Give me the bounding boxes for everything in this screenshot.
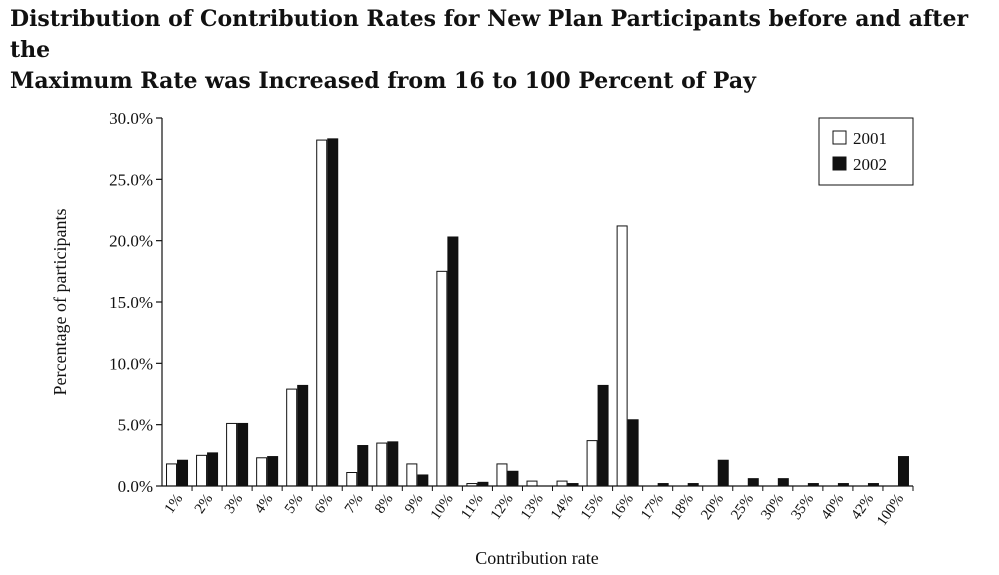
x-tick-label: 40% <box>818 491 847 523</box>
bar-2001-15pct <box>586 440 598 487</box>
y-tick-label: 0.0% <box>118 477 153 496</box>
chart-title: Distribution of Contribution Rates for N… <box>10 4 990 97</box>
x-tick-label: 13% <box>518 491 547 523</box>
bar-2001-6pct <box>316 139 328 487</box>
y-tick-label: 25.0% <box>109 170 153 189</box>
legend-label-2001: 2001 <box>853 129 887 148</box>
bar-2002-9pct <box>417 474 429 487</box>
bar-2002-25pct <box>747 478 759 487</box>
chart-title-line-1: Distribution of Contribution Rates for N… <box>10 6 969 63</box>
bar-2001-1pct <box>166 463 178 487</box>
bar-2002-2pct <box>207 452 219 487</box>
y-tick-label: 30.0% <box>109 109 153 128</box>
y-axis-label: Percentage of participants <box>50 209 70 396</box>
bar-2001-2pct <box>196 454 208 487</box>
bar-2002-16pct <box>627 419 639 487</box>
x-tick-label: 15% <box>578 491 607 523</box>
x-tick-label: 17% <box>638 491 667 523</box>
x-tick-label: 20% <box>698 491 727 523</box>
x-axis-ticks: 1% 2% 3% 4% 5% 6% 7% 8% 9% 10% 11% 12% 13% 14% 15% 16% 1… <box>162 486 914 529</box>
x-tick-label: 14% <box>548 491 577 523</box>
bar-2001-7pct <box>346 472 358 487</box>
y-tick-label: 15.0% <box>109 293 153 312</box>
x-tick-label: 42% <box>848 491 877 523</box>
x-tick-label: 4% <box>252 491 277 517</box>
x-axis-label: Contribution rate <box>475 548 598 568</box>
bar-2002-6pct <box>327 138 339 487</box>
x-tick-label: 16% <box>608 491 637 523</box>
bar-2001-10pct <box>436 270 448 487</box>
bar-2001-16pct <box>616 225 628 487</box>
bar-2002-4pct <box>267 456 279 487</box>
legend-box <box>818 117 914 186</box>
x-tick-label: 11% <box>458 491 487 522</box>
x-tick-label: 25% <box>728 491 757 523</box>
legend-label-2002: 2002 <box>853 155 887 174</box>
bar-2002-12pct <box>507 470 519 487</box>
legend-swatch-2002 <box>832 156 847 171</box>
bar-2001-13pct <box>526 480 538 487</box>
bar-2002-100pct <box>897 456 909 487</box>
bars <box>166 138 909 487</box>
x-tick-label: 100% <box>874 491 907 529</box>
chart-title-line-2: Maximum Rate was Increased from 16 to 10… <box>10 68 756 94</box>
x-tick-label: 8% <box>372 491 397 517</box>
x-tick-label: 1% <box>162 491 187 517</box>
bar-2002-5pct <box>297 384 309 487</box>
bar-2002-8pct <box>387 441 399 487</box>
y-tick-label: 5.0% <box>118 416 153 435</box>
x-tick-label: 2% <box>192 491 217 517</box>
bar-2002-10pct <box>447 236 459 487</box>
x-tick-label: 6% <box>312 491 337 517</box>
x-tick-label: 9% <box>402 491 427 517</box>
x-tick-label: 35% <box>788 491 817 523</box>
bar-2001-4pct <box>256 457 268 487</box>
x-tick-label: 12% <box>488 491 517 523</box>
y-tick-label: 20.0% <box>109 232 153 251</box>
x-tick-label: 18% <box>668 491 697 523</box>
bar-2001-8pct <box>376 442 388 487</box>
bar-2001-9pct <box>406 463 418 487</box>
bar-2001-3pct <box>226 422 238 487</box>
y-axis-ticks: 0.0% 5.0% 10.0% 15.0% 20.0% 25.0% 30.0% <box>109 109 162 496</box>
legend: 2001 2002 <box>818 117 914 186</box>
x-tick-label: 5% <box>282 491 307 517</box>
legend-swatch-2001 <box>832 130 847 145</box>
bar-2001-5pct <box>286 388 298 487</box>
bar-2002-3pct <box>237 422 249 487</box>
bar-2002-20pct <box>717 459 729 487</box>
x-tick-label: 30% <box>758 491 787 523</box>
bar-2001-14pct <box>556 480 568 487</box>
bar-2002-15pct <box>597 384 609 487</box>
x-tick-label: 10% <box>428 491 457 523</box>
x-tick-label: 3% <box>222 491 247 517</box>
x-tick-label: 7% <box>342 491 367 517</box>
bar-2002-7pct <box>357 445 369 487</box>
bar-2001-12pct <box>496 463 508 487</box>
bar-2002-30pct <box>777 478 789 487</box>
bar-2002-1pct <box>177 459 189 487</box>
y-tick-label: 10.0% <box>109 354 153 373</box>
